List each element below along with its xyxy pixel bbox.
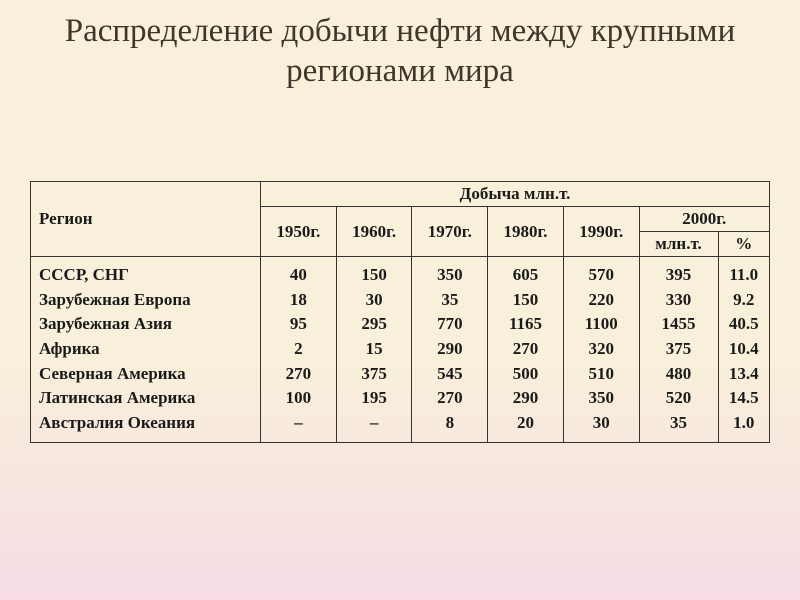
col-1970: 1970г. bbox=[412, 207, 488, 257]
col-1950: 1950г. bbox=[261, 207, 337, 257]
oil-production-table: Регион Добыча млн.т. 1950г. 1960г. 1970г… bbox=[30, 181, 770, 442]
region-cell: СССР, СНГЗарубежная ЕвропаЗарубежная Ази… bbox=[31, 257, 261, 442]
cell-1980: 605150116527050029020 bbox=[488, 257, 564, 442]
cell-1960: 1503029515375195– bbox=[336, 257, 412, 442]
col-1990: 1990г. bbox=[563, 207, 639, 257]
cell-2000-pct: 11.09.240.510.413.414.51.0 bbox=[718, 257, 770, 442]
col-2000-pct: % bbox=[718, 232, 770, 257]
cell-1970: 350357702905452708 bbox=[412, 257, 488, 442]
table-header-row-1: Регион Добыча млн.т. bbox=[31, 182, 770, 207]
cell-1990: 570220110032051035030 bbox=[563, 257, 639, 442]
col-2000: 2000г. bbox=[639, 207, 769, 232]
slide: Распределение добычи нефти между крупным… bbox=[0, 0, 800, 600]
cell-2000-mlnt: 395330145537548052035 bbox=[639, 257, 718, 442]
cell-1950: 4018952270100– bbox=[261, 257, 337, 442]
col-1960: 1960г. bbox=[336, 207, 412, 257]
col-region: Регион bbox=[31, 182, 261, 257]
slide-title: Распределение добычи нефти между крупным… bbox=[30, 12, 770, 91]
table-row: СССР, СНГЗарубежная ЕвропаЗарубежная Ази… bbox=[31, 257, 770, 442]
col-2000-mlnt: млн.т. bbox=[639, 232, 718, 257]
col-group-production: Добыча млн.т. bbox=[261, 182, 770, 207]
col-1980: 1980г. bbox=[488, 207, 564, 257]
